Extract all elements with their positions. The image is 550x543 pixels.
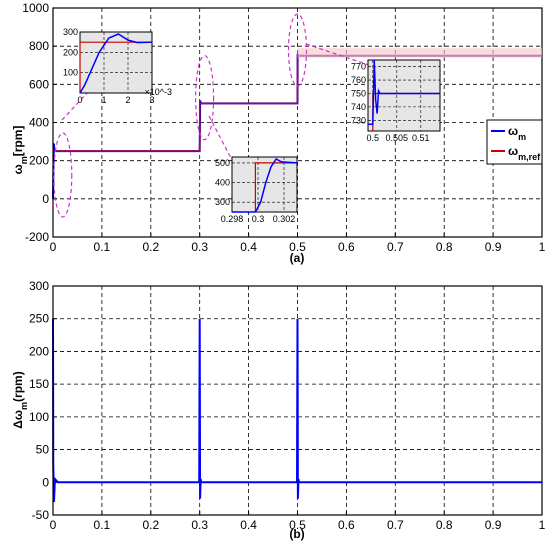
y-tick-label: 50: [36, 443, 50, 457]
plot-area: 0 0.1 0.2 0.3 0.4 0.5 0.6 0.7 0.8 0.9 1-5005010015…: [29, 279, 546, 532]
inset-y-tick-label: 300: [215, 197, 230, 207]
x-tick-label: 0.6: [338, 240, 355, 254]
y-tick-label: 300: [29, 279, 49, 293]
inset-x-tick-label: 1: [101, 95, 106, 105]
inset-x-tick-label: 0.3: [252, 214, 265, 224]
x-tick-label: 0.9: [485, 518, 502, 532]
x-tick-label: 0.5: [289, 240, 306, 254]
inset-series-line: [232, 157, 298, 213]
inset-y-tick-label: 750: [351, 88, 366, 98]
y-tick-label: 800: [29, 39, 49, 53]
x-tick-label: 0.3: [191, 518, 208, 532]
x-tick-label: 0.3: [191, 240, 208, 254]
y-tick-label: -200: [25, 230, 49, 244]
zoom-connector: [61, 91, 89, 121]
inset-background: [231, 156, 298, 213]
x-tick-label: 0.8: [436, 518, 453, 532]
zoom-connector: [305, 43, 373, 67]
panel-label-b: (b): [289, 527, 304, 541]
inset-x-tick-label: 0.5: [367, 133, 380, 143]
x-tick-label: 1: [539, 240, 546, 254]
x-tick-label: 0.7: [387, 518, 404, 532]
x-tick-label: 0.1: [94, 240, 111, 254]
inset-series-line: [79, 33, 153, 94]
inset-background: [79, 31, 153, 94]
inset-y-tick-label: 300: [63, 27, 78, 37]
x-tick-label: 0.2: [142, 518, 159, 532]
y-tick-label: 100: [29, 410, 49, 424]
inset: 0.5 0.505 0.51 770 760 750 740 730: [351, 59, 441, 143]
y-tick-label: 250: [29, 312, 49, 326]
zoom-marker-ellipse: [53, 132, 73, 218]
inset-y-tick-label: 100: [63, 68, 78, 78]
x-tick-label: 0.1: [94, 518, 111, 532]
y-axis-label-a: ωm[rpm]: [11, 126, 29, 175]
inset-background: [367, 59, 441, 132]
inset-y-tick-label: 760: [351, 75, 366, 85]
y-tick-label: 400: [29, 116, 49, 130]
y-tick-label: 150: [29, 377, 49, 391]
zoom-marker-ellipse: [287, 13, 308, 87]
inset-x-tick-label: 0.51: [412, 133, 430, 143]
y-tick-label: -50: [32, 508, 50, 522]
inset-x-tick-label: 3: [149, 95, 154, 105]
series-line-0: [52, 318, 542, 502]
x-tick-label: 0: [50, 240, 57, 254]
panel-label-a: (a): [290, 251, 305, 265]
x-tick-label: 0.7: [387, 240, 404, 254]
inset-ref-line: [254, 162, 297, 212]
inset-exponent: ×10^-3: [145, 87, 173, 97]
legend-label-omega-ref: ωm,ref: [508, 144, 541, 162]
inset-y-tick-label: 740: [351, 102, 366, 112]
x-tick-label: 0.5: [289, 518, 306, 532]
y-tick-label: 0: [42, 475, 49, 489]
y-tick-label: 1000: [22, 1, 49, 15]
y-tick-label: 600: [29, 77, 49, 91]
y-tick-label: 200: [29, 154, 49, 168]
inset-ref-line: [79, 41, 152, 93]
legend: ωm ωm,ref: [486, 119, 543, 165]
inset-x-tick-label: 2: [125, 95, 130, 105]
x-tick-label: 0.8: [436, 240, 453, 254]
zoom-marker-ellipse: [194, 55, 215, 141]
inset: 0.298 0.3 0.302 500 400 300: [215, 156, 298, 224]
x-tick-label: 0: [50, 518, 57, 532]
inset-y-tick-label: 730: [351, 115, 366, 125]
zoom-connector: [208, 115, 233, 161]
x-tick-label: 0.9: [485, 240, 502, 254]
legend-box: [486, 119, 543, 165]
y-tick-label: 200: [29, 344, 49, 358]
y-tick-label: 0: [42, 192, 49, 206]
x-tick-label: 0.2: [142, 240, 159, 254]
y-axis-label-b: Δωm(rpm): [11, 371, 29, 428]
inset-series-line: [368, 59, 440, 126]
x-tick-label: 0.6: [338, 518, 355, 532]
inset-y-tick-label: 770: [351, 62, 366, 72]
inset-x-tick-label: 0: [77, 95, 82, 105]
inset-y-tick-label: 200: [63, 47, 78, 57]
inset-x-tick-label: 0.505: [386, 133, 409, 143]
inset: 0 1 2 3 300 200 100: [63, 27, 155, 105]
x-tick-label: 0.4: [240, 240, 257, 254]
plot-frame: [52, 285, 543, 516]
inset-x-tick-label: 0.302: [273, 214, 296, 224]
highlight-band: [297, 48, 542, 58]
x-tick-label: 0.4: [240, 518, 257, 532]
inset-x-tick-label: 0.298: [221, 214, 244, 224]
x-tick-label: 1: [539, 518, 546, 532]
legend-label-omega-m: ωm: [508, 124, 526, 142]
inset-y-tick-label: 500: [215, 158, 230, 168]
inset-y-tick-label: 400: [215, 178, 230, 188]
